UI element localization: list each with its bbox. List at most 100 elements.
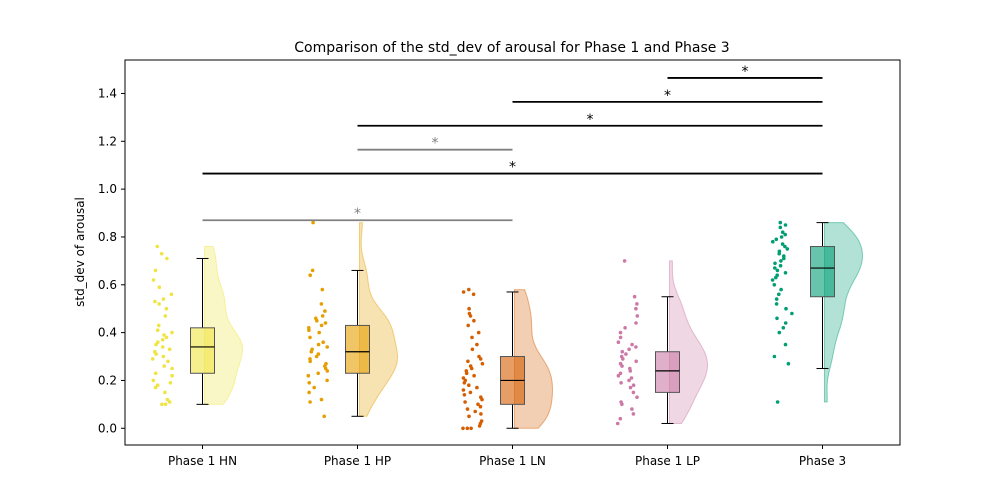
plot-area: * * * * * *	[150, 64, 864, 431]
data-point	[775, 268, 780, 273]
data-point	[319, 397, 324, 402]
data-point	[475, 342, 479, 347]
box	[810, 246, 835, 298]
data-point	[620, 349, 625, 354]
data-point	[467, 287, 471, 292]
data-point	[157, 302, 161, 306]
data-point	[781, 326, 786, 330]
data-point	[320, 314, 325, 318]
data-point	[783, 244, 787, 249]
data-point	[480, 361, 485, 366]
data-point	[783, 232, 787, 237]
data-point	[322, 414, 327, 419]
data-point	[774, 275, 778, 280]
data-point	[160, 345, 165, 349]
significance-label: *	[587, 112, 594, 128]
data-point	[319, 323, 324, 328]
data-point	[160, 402, 164, 407]
data-point	[478, 404, 483, 409]
data-point	[634, 359, 638, 364]
data-point	[321, 340, 326, 345]
data-point	[320, 287, 325, 292]
data-point	[170, 330, 174, 335]
data-point	[790, 311, 794, 316]
data-point	[161, 354, 166, 359]
data-point	[153, 385, 158, 390]
data-point	[159, 251, 164, 256]
data-point	[155, 383, 160, 388]
data-point	[475, 385, 479, 390]
data-point	[777, 251, 781, 256]
y-tick-label: 0.2	[98, 373, 117, 387]
data-point	[629, 376, 634, 380]
data-point	[476, 402, 480, 407]
data-point	[466, 323, 471, 328]
data-point	[153, 299, 157, 304]
data-point	[632, 294, 637, 299]
data-point	[778, 225, 783, 230]
data-point	[325, 378, 329, 383]
data-point	[314, 354, 319, 359]
data-point	[634, 306, 638, 311]
data-point	[461, 426, 465, 431]
data-point	[618, 330, 623, 335]
data-point	[470, 347, 475, 352]
density-cloud	[359, 222, 398, 417]
data-point	[783, 321, 788, 325]
data-point	[628, 369, 633, 373]
data-point	[163, 402, 168, 407]
data-point	[785, 247, 790, 251]
data-point	[167, 400, 172, 404]
data-point	[323, 321, 328, 325]
data-point	[316, 371, 321, 376]
axes: 0.0 0.2 0.4 0.6 0.8 1.0 1.2 1.4 Phase 1 HN Phase …	[98, 86, 846, 468]
data-point	[467, 383, 471, 388]
y-tick-label: 0.4	[98, 326, 117, 340]
y-tick-label: 0.8	[98, 230, 117, 244]
data-point	[319, 302, 324, 306]
data-point	[773, 266, 777, 270]
data-point	[777, 292, 781, 297]
data-point	[153, 371, 158, 376]
y-tick-label: 1.2	[98, 134, 117, 148]
data-point	[773, 261, 777, 266]
y-tick-label: 0.0	[98, 421, 117, 435]
box	[655, 351, 680, 393]
significance-label: *	[742, 64, 749, 80]
data-point	[473, 409, 478, 414]
data-point	[307, 328, 311, 333]
data-point	[618, 335, 623, 340]
data-point	[634, 345, 638, 349]
data-point	[468, 314, 473, 318]
chart-title: Comparison of the std_dev of arousal for…	[294, 40, 729, 56]
data-point	[155, 328, 160, 333]
data-point	[777, 330, 782, 335]
data-point	[160, 338, 165, 342]
data-point	[463, 400, 467, 404]
data-point	[308, 400, 312, 404]
data-point	[315, 318, 319, 323]
data-point	[618, 416, 623, 421]
x-tick-label: Phase 1 LN	[479, 454, 546, 468]
data-point	[170, 366, 174, 371]
data-point	[472, 318, 476, 323]
data-point	[771, 239, 775, 244]
data-point	[167, 347, 172, 352]
data-point	[783, 223, 788, 227]
data-point	[308, 273, 313, 278]
data-point	[772, 354, 777, 359]
data-point	[470, 335, 474, 340]
data-point	[635, 395, 639, 400]
data-point	[461, 290, 466, 294]
data-point	[779, 235, 784, 239]
data-point	[163, 390, 167, 395]
data-point	[616, 340, 621, 345]
data-point	[779, 259, 783, 263]
data-point	[165, 256, 169, 261]
x-tick-label: Phase 1 LP	[635, 454, 700, 468]
data-point	[164, 306, 169, 311]
data-point	[477, 424, 482, 428]
data-point	[784, 306, 788, 311]
data-point	[772, 283, 777, 287]
